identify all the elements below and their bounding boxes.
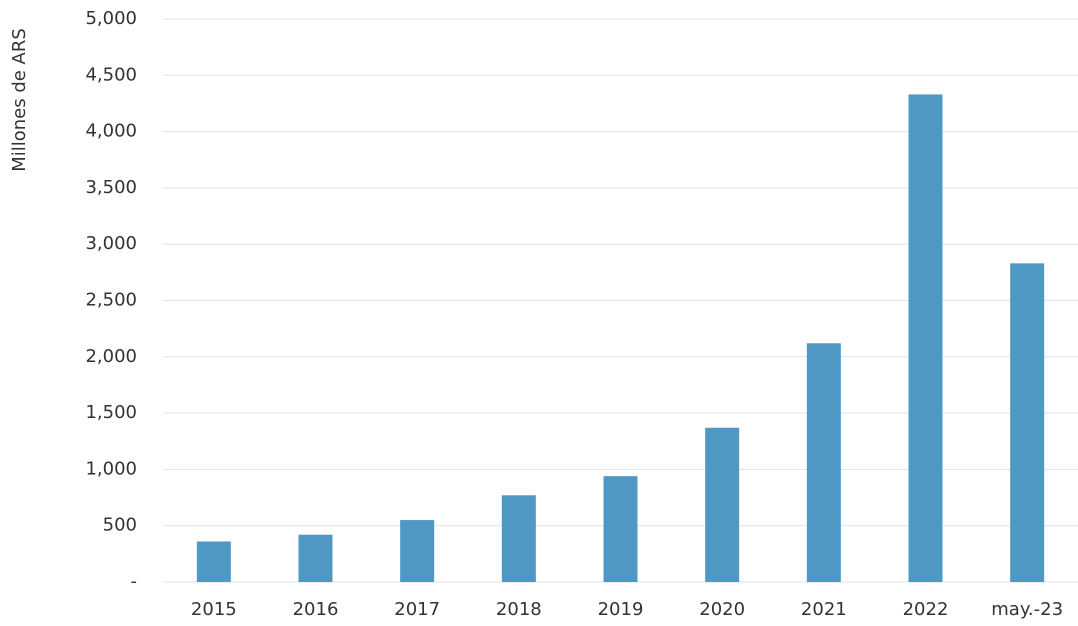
y-tick-label: 4,000 (85, 121, 137, 142)
y-tick-label: 2,000 (85, 346, 137, 367)
y-tick-label: 500 (103, 515, 137, 536)
y-tick-label: 2,500 (85, 290, 137, 311)
y-tick-label: - (131, 571, 138, 592)
y-axis-label: Millones de ARS (9, 28, 30, 172)
y-tick-label: 4,500 (85, 64, 137, 85)
bar (400, 520, 435, 582)
y-tick-label: 3,000 (85, 233, 137, 254)
y-tick-label: 3,500 (85, 177, 137, 198)
y-tick-label: 1,500 (85, 402, 137, 423)
x-tick-label: 2016 (293, 599, 339, 620)
x-tick-label: 2018 (496, 599, 542, 620)
bar (298, 534, 333, 582)
x-tick-label: 2019 (598, 599, 644, 620)
y-tick-label: 5,000 (85, 8, 137, 29)
bar (603, 476, 638, 582)
x-tick-label: 2020 (699, 599, 745, 620)
x-tick-label: 2017 (394, 599, 440, 620)
bar (196, 541, 231, 582)
bar (1010, 263, 1045, 582)
x-tick-label: may.-23 (991, 599, 1063, 620)
bar (908, 94, 943, 582)
bar (806, 343, 841, 582)
x-tick-label: 2022 (903, 599, 949, 620)
bar (501, 495, 536, 582)
x-tick-label: 2015 (191, 599, 237, 620)
y-tick-label: 1,000 (85, 458, 137, 479)
bar (705, 427, 740, 582)
x-tick-label: 2021 (801, 599, 847, 620)
